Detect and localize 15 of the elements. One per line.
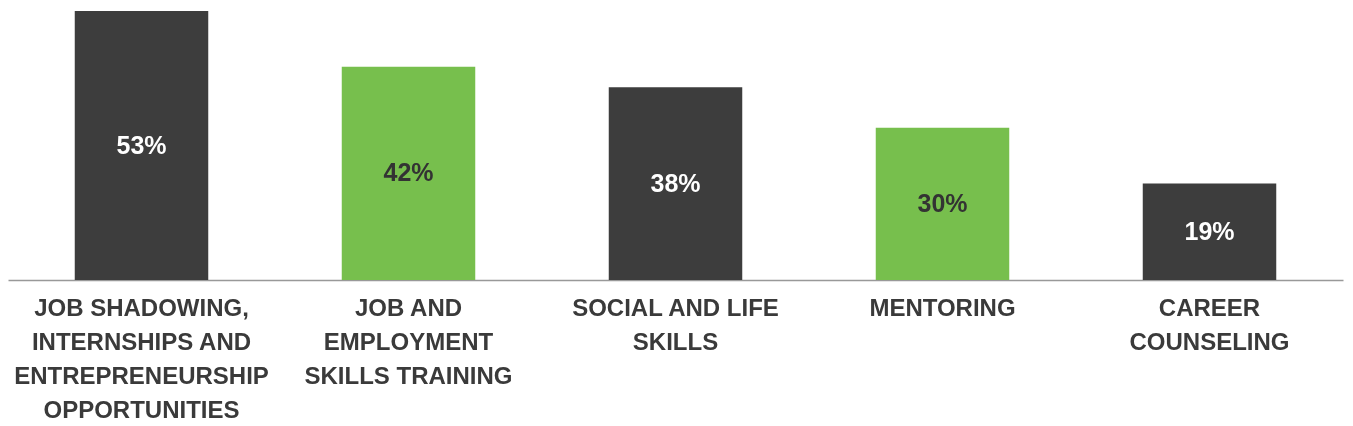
bar (608, 87, 743, 280)
data-label: 19% (1184, 216, 1235, 245)
bar (341, 66, 476, 280)
x-tick-label: JOB AND EMPLOYMENT SKILLS TRAINING (304, 293, 513, 389)
data-label: 38% (650, 168, 701, 197)
bar (74, 11, 209, 280)
bar (875, 127, 1010, 280)
data-label: 42% (383, 158, 434, 187)
x-tick-label: MENTORING (869, 293, 1016, 321)
x-tick-label: SOCIAL AND LIFE SKILLS (572, 293, 779, 355)
data-label: 53% (116, 130, 167, 159)
bar (1142, 183, 1277, 280)
x-tick-label: CAREER COUNSELING (1129, 293, 1290, 355)
data-label: 30% (917, 188, 968, 217)
x-tick-label: JOB SHADOWING, INTERNSHIPS AND ENTREPRENEURSHIP OPPORTUNITIES (14, 293, 269, 423)
